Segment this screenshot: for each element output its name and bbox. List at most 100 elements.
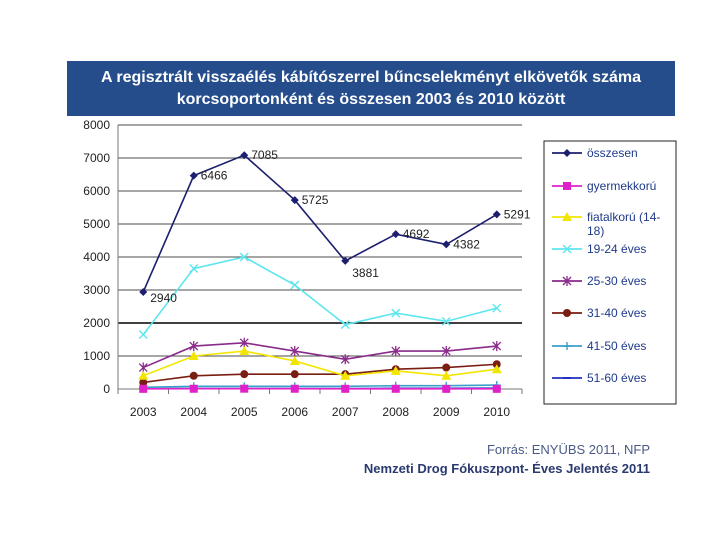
data-point-31-40-ves	[189, 371, 198, 380]
data-label: 2940	[150, 291, 177, 305]
chart-title-line-2: korcsoportonként és összesen 2003 és 201…	[176, 90, 566, 108]
data-point--sszesen	[492, 210, 501, 219]
legend-marker--sszesen	[563, 149, 571, 157]
series-line-19-24-ves	[142, 256, 497, 336]
data-point--sszesen	[290, 196, 299, 205]
data-point-gyermekkor-	[139, 384, 148, 393]
data-point-31-40-ves	[442, 363, 451, 372]
series-line-31-40-ves	[143, 363, 497, 384]
data-point-25-30-ves	[441, 346, 451, 357]
legend-label-25-30-ves: 25-30 éves	[587, 274, 646, 288]
chart-title-line-1: A regisztrált visszaélés kábítószerrel b…	[100, 68, 642, 86]
data-label: 4692	[403, 227, 430, 241]
data-point-fiatalkor-14-18-	[491, 364, 502, 374]
y-tick-label: 5000	[83, 217, 110, 231]
data-point-25-30-ves	[492, 341, 502, 352]
series-line-25-30-ves	[142, 341, 497, 369]
series-line-41-50-ves	[143, 384, 497, 389]
x-tick-label-2006: 2006	[281, 405, 308, 419]
data-point-fiatalkor-14-18-	[239, 346, 250, 356]
data-point--sszesen	[442, 240, 451, 249]
data-point-gyermekkor-	[442, 384, 451, 393]
legend-label-19-24-ves: 19-24 éves	[587, 242, 646, 256]
data-point-25-30-ves	[290, 346, 300, 357]
data-point-19-24-ves	[138, 330, 148, 340]
data-label: 5291	[504, 207, 531, 221]
y-tick-label: 8000	[83, 118, 110, 132]
data-point-25-30-ves	[391, 346, 401, 357]
y-tick-label: 7000	[83, 151, 110, 165]
x-tick-label-2010: 2010	[483, 405, 510, 419]
x-tick-label-2009: 2009	[433, 405, 460, 419]
data-point--sszesen	[240, 151, 249, 160]
data-labels: 2940 6466 7085 5725 3881 4692 4382 5291	[150, 148, 531, 305]
data-point--sszesen	[139, 287, 148, 296]
data-point-31-40-ves	[240, 370, 249, 379]
data-point-fiatalkor-14-18-	[138, 370, 149, 380]
data-point-fiatalkor-14-18-	[340, 370, 351, 380]
x-tick-label-2004: 2004	[180, 405, 207, 419]
legend-marker-fiatalkor-14-18-	[562, 212, 572, 221]
data-label: 6466	[201, 169, 228, 183]
data-label: 3881	[352, 266, 379, 280]
data-label: 7085	[251, 148, 278, 162]
source-line-1: Forrás: ENYÜBS 2011, NFP	[486, 442, 650, 457]
data-point-31-40-ves	[139, 378, 148, 387]
data-point-fiatalkor-14-18-	[441, 370, 452, 380]
y-tick-label: 6000	[83, 184, 110, 198]
legend-marker-25-30-ves	[562, 276, 572, 286]
x-tick-label-2003: 2003	[130, 405, 157, 419]
series-line-fiatalkor-14-18-	[142, 350, 497, 377]
data-point--sszesen	[189, 171, 198, 180]
legend-label-fiatalkor-14-18-: fiatalkorú (14-18)	[587, 210, 660, 238]
data-point-gyermekkor-	[492, 384, 501, 393]
legend-marker-19-24-ves	[562, 244, 572, 254]
y-tick-label: 0	[103, 382, 110, 396]
data-point-25-30-ves	[189, 341, 199, 352]
data-point-19-24-ves	[239, 252, 249, 262]
legend-label-31-40-ves: 31-40 éves	[587, 306, 646, 320]
data-point-gyermekkor-	[240, 384, 249, 393]
data-point-19-24-ves	[391, 308, 401, 318]
series-line--sszesen	[142, 154, 498, 293]
x-tick-label-2005: 2005	[231, 405, 258, 419]
legend-marker-gyermekkor-	[563, 182, 571, 190]
data-point-gyermekkor-	[341, 384, 350, 393]
y-tick-label: 4000	[83, 250, 110, 264]
x-tick-label-2007: 2007	[332, 405, 359, 419]
legend-label-41-50-ves: 41-50 éves	[587, 339, 646, 353]
legend-label-gyermekkor-: gyermekkorú	[587, 179, 656, 193]
grid	[118, 124, 522, 357]
legend-marker-31-40-ves	[563, 309, 571, 317]
source-note: Forrás: ENYÜBS 2011, NFP Nemzeti Drog Fó…	[340, 440, 650, 478]
data-point-gyermekkor-	[189, 384, 198, 393]
series-lines	[138, 151, 502, 393]
data-point-19-24-ves	[340, 320, 350, 330]
y-tick-label: 1000	[83, 349, 110, 363]
data-point--sszesen	[341, 256, 350, 265]
data-label: 4382	[453, 237, 480, 251]
source-line-2: Nemzeti Drog Fókuszpont- Éves Jelentés 2…	[363, 461, 650, 476]
data-point-19-24-ves	[492, 303, 502, 313]
legend-marker-41-50-ves	[563, 342, 571, 350]
data-point-fiatalkor-14-18-	[390, 365, 401, 375]
legend-label--sszesen: összesen	[587, 146, 638, 160]
data-label: 5725	[302, 193, 329, 207]
data-point-19-24-ves	[290, 280, 300, 290]
chart-title-banner: A regisztrált visszaélés kábítószerrel b…	[67, 61, 675, 116]
legend: összesen gyermekkorú fiatalkorú (14-18) 19-…	[543, 140, 677, 405]
data-point--sszesen	[391, 230, 400, 239]
legend-label-51-60-ves: 51-60 éves	[587, 371, 646, 385]
x-tick-label-2008: 2008	[382, 405, 409, 419]
data-point-25-30-ves	[340, 354, 350, 365]
axes: 0 1000 2000 3000 4000 5000 6000 7000 8000 2003 200…	[83, 118, 523, 419]
y-tick-label: 2000	[83, 316, 110, 330]
data-point-gyermekkor-	[290, 384, 299, 393]
data-point-31-40-ves	[290, 370, 299, 379]
data-point-19-24-ves	[189, 264, 199, 274]
y-tick-label: 3000	[83, 283, 110, 297]
data-point-gyermekkor-	[391, 384, 400, 393]
data-point-fiatalkor-14-18-	[289, 355, 300, 365]
data-point-19-24-ves	[441, 316, 451, 326]
